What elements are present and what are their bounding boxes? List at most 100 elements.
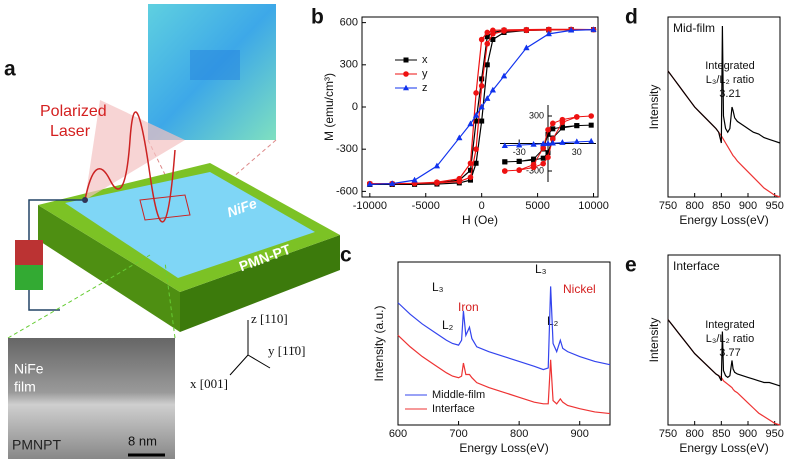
x-tick-label: 30 <box>572 147 582 157</box>
y-tick-label: 300 <box>340 59 358 71</box>
marker <box>545 30 552 37</box>
marker <box>484 34 490 40</box>
y-tick-label: 600 <box>340 17 358 29</box>
marker <box>540 145 546 151</box>
x-tick-label: 750 <box>659 428 677 440</box>
marker <box>559 139 566 145</box>
x-tick-label: 950 <box>765 428 783 440</box>
marker <box>545 26 552 33</box>
x-tick-label: 5000 <box>525 200 549 212</box>
series-line <box>667 319 781 387</box>
marker <box>588 137 595 144</box>
marker <box>531 156 537 162</box>
marker <box>502 159 508 165</box>
x-axis-label: Energy Loss(eV) <box>459 441 548 455</box>
marker <box>473 90 479 96</box>
label: 8 nm <box>128 433 157 448</box>
series-line <box>667 25 781 144</box>
legend-label: x <box>422 54 428 66</box>
marker <box>550 126 556 132</box>
legend-label: y <box>422 68 428 80</box>
x-tick-label: 900 <box>571 428 589 440</box>
y-axis-label: M (emu/cm³) <box>322 73 336 141</box>
x-tick-label: -30 <box>513 147 526 157</box>
nife-layer <box>65 172 315 278</box>
label: film <box>14 379 36 395</box>
x-tick-label: 900 <box>739 200 757 212</box>
frame <box>667 254 781 426</box>
x-tick-label: 850 <box>712 428 730 440</box>
marker <box>545 140 551 146</box>
marker <box>484 95 491 101</box>
annotation: 3.77 <box>719 347 740 359</box>
label: PMNPT <box>12 437 61 453</box>
marker <box>478 103 485 110</box>
marker <box>366 181 373 187</box>
annotation: L₃ <box>432 280 444 294</box>
annotation: 3.21 <box>719 88 740 100</box>
marker <box>403 57 409 63</box>
x-tick-label: 700 <box>449 428 467 440</box>
marker <box>590 26 597 32</box>
marker <box>467 167 473 173</box>
marker <box>467 177 473 183</box>
marker <box>530 141 537 147</box>
chart-title: Interface <box>673 259 720 273</box>
y-axis-label: Intensity <box>647 318 661 363</box>
panel-label: c <box>340 244 352 267</box>
marker <box>588 122 594 128</box>
frame <box>397 261 611 426</box>
x-tick-label: 950 <box>765 200 783 212</box>
marker <box>473 118 479 124</box>
x-tick-label: 800 <box>510 428 528 440</box>
x-axis-label: Energy Loss(eV) <box>679 441 768 455</box>
x-tick-label: 10000 <box>578 200 609 212</box>
series-line <box>397 286 611 371</box>
x-tick-label: 850 <box>712 200 730 212</box>
legend-label: Interface <box>432 403 475 415</box>
guide <box>164 261 176 339</box>
annotation: L₂ <box>442 318 454 332</box>
marker <box>573 138 580 145</box>
marker <box>490 37 496 42</box>
annotation: L₃/L₂ ratio <box>706 333 755 345</box>
marker <box>501 72 508 79</box>
series-line <box>397 334 611 415</box>
marker <box>516 167 522 173</box>
panel-label: b <box>311 6 324 29</box>
marker <box>574 123 580 129</box>
label: NiFe <box>14 361 44 377</box>
y-axis-label: Intensity <box>647 85 661 130</box>
marker <box>523 26 530 33</box>
tem-image <box>8 338 175 459</box>
marker <box>540 160 546 167</box>
marker <box>501 142 508 148</box>
marker <box>549 139 556 146</box>
label: Laser <box>50 123 91 140</box>
y-tick-label: 300 <box>529 110 544 120</box>
y-tick-label: -300 <box>526 165 544 175</box>
annotation: Nickel <box>563 282 596 296</box>
marker <box>389 180 396 186</box>
annotation: L₃ <box>535 262 547 276</box>
marker <box>568 27 575 33</box>
legend-label: Middle-film <box>432 389 485 401</box>
wire <box>28 199 85 311</box>
marker <box>484 40 491 47</box>
marker <box>559 116 566 123</box>
x-tick-label: 0 <box>479 200 485 212</box>
marker <box>545 131 551 137</box>
y-tick-label: -600 <box>336 185 358 197</box>
marker <box>484 29 491 36</box>
marker <box>479 118 485 124</box>
x-tick-label: -10000 <box>353 200 387 212</box>
marker <box>433 162 440 169</box>
axes-triad <box>229 320 271 376</box>
marker <box>434 179 440 186</box>
panel-label: a <box>4 58 16 81</box>
marker <box>473 146 479 152</box>
label: z [110] <box>251 311 288 326</box>
marker <box>478 36 485 43</box>
heatmap-patch <box>190 50 240 80</box>
